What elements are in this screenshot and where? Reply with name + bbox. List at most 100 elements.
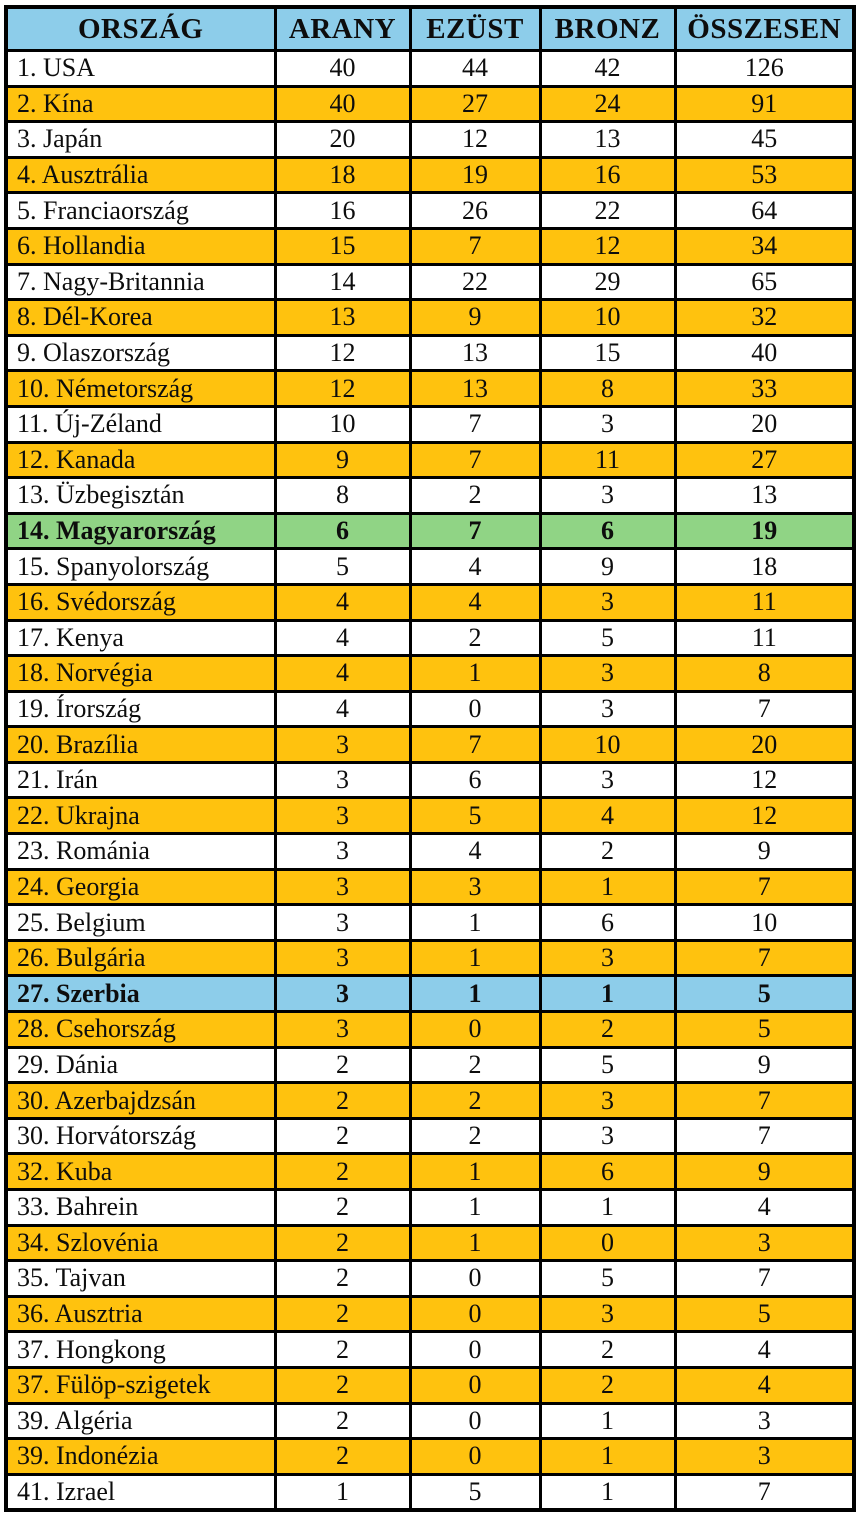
gold-cell: 3 xyxy=(273,974,412,1014)
country-cell: 5. Franciaország xyxy=(4,191,277,230)
bronze-cell: 2 xyxy=(538,1330,677,1369)
column-header-total: ÖSSZESEN xyxy=(673,5,856,52)
bronze-cell: 3 xyxy=(538,1294,677,1334)
bronze-cell: 6 xyxy=(538,511,677,551)
total-cell: 19 xyxy=(673,511,856,551)
table-row: 7. Nagy-Britannia 14 22 29 65 xyxy=(4,262,856,302)
silver-cell: 0 xyxy=(408,1437,542,1476)
table-row: 30. Azerbajdzsán 2 2 3 7 xyxy=(4,1081,856,1120)
country-cell: 16. Svédország xyxy=(4,582,277,622)
gold-cell: 1 xyxy=(273,1472,412,1512)
gold-cell: 3 xyxy=(273,938,412,978)
table-row: 17. Kenya 4 2 5 11 xyxy=(4,618,856,658)
table-row: 2. Kína 40 27 24 91 xyxy=(4,84,856,124)
table-row: 16. Svédország 4 4 3 11 xyxy=(4,582,856,622)
table-row: 37. Fülöp-szigetek 2 0 2 4 xyxy=(4,1365,856,1405)
total-cell: 7 xyxy=(673,1081,856,1120)
country-cell: 36. Ausztria xyxy=(4,1294,277,1334)
bronze-cell: 3 xyxy=(538,404,677,444)
table-row: 35. Tajvan 2 0 5 7 xyxy=(4,1259,856,1298)
country-cell: 2. Kína xyxy=(4,84,277,124)
total-cell: 9 xyxy=(673,1152,856,1191)
country-cell: 10. Németország xyxy=(4,369,277,408)
country-cell: 17. Kenya xyxy=(4,618,277,658)
country-cell: 24. Georgia xyxy=(4,867,277,907)
gold-cell: 2 xyxy=(273,1401,412,1441)
total-cell: 3 xyxy=(673,1401,856,1441)
bronze-cell: 1 xyxy=(538,974,677,1014)
bronze-cell: 3 xyxy=(538,1116,677,1156)
table-row: 32. Kuba 2 1 6 9 xyxy=(4,1152,856,1191)
silver-cell: 0 xyxy=(408,1330,542,1369)
column-header-country: ORSZÁG xyxy=(4,5,277,52)
silver-cell: 1 xyxy=(408,974,542,1014)
silver-cell: 6 xyxy=(408,760,542,800)
gold-cell: 40 xyxy=(273,84,412,124)
silver-cell: 1 xyxy=(408,1152,542,1191)
total-cell: 3 xyxy=(673,1437,856,1476)
table-row: 8. Dél-Korea 13 9 10 32 xyxy=(4,298,856,337)
silver-cell: 7 xyxy=(408,404,542,444)
country-cell: 22. Ukrajna xyxy=(4,796,277,836)
bronze-cell: 1 xyxy=(538,1401,677,1441)
country-cell: 20. Brazília xyxy=(4,725,277,764)
country-cell: 3. Japán xyxy=(4,120,277,159)
silver-cell: 7 xyxy=(408,440,542,480)
country-cell: 37. Fülöp-szigetek xyxy=(4,1365,277,1405)
bronze-cell: 3 xyxy=(538,582,677,622)
total-cell: 65 xyxy=(673,262,856,302)
country-cell: 39. Indonézia xyxy=(4,1437,277,1476)
gold-cell: 4 xyxy=(273,654,412,693)
country-cell: 4. Ausztrália xyxy=(4,155,277,195)
country-cell: 15. Spanyolország xyxy=(4,547,277,586)
silver-cell: 9 xyxy=(408,298,542,337)
bronze-cell: 24 xyxy=(538,84,677,124)
silver-cell: 1 xyxy=(408,1188,542,1227)
total-cell: 27 xyxy=(673,440,856,480)
silver-cell: 1 xyxy=(408,903,542,942)
total-cell: 53 xyxy=(673,155,856,195)
gold-cell: 16 xyxy=(273,191,412,230)
bronze-cell: 8 xyxy=(538,369,677,408)
silver-cell: 2 xyxy=(408,476,542,515)
silver-cell: 0 xyxy=(408,689,542,729)
bronze-cell: 10 xyxy=(538,298,677,337)
silver-cell: 0 xyxy=(408,1010,542,1049)
table-row: 24. Georgia 3 3 1 7 xyxy=(4,867,856,907)
gold-cell: 2 xyxy=(273,1045,412,1085)
gold-cell: 2 xyxy=(273,1188,412,1227)
table-row: 36. Ausztria 2 0 3 5 xyxy=(4,1294,856,1334)
country-cell: 11. Új-Zéland xyxy=(4,404,277,444)
total-cell: 91 xyxy=(673,84,856,124)
gold-cell: 4 xyxy=(273,689,412,729)
gold-cell: 18 xyxy=(273,155,412,195)
table-row: 29. Dánia 2 2 5 9 xyxy=(4,1045,856,1085)
silver-cell: 2 xyxy=(408,1045,542,1085)
country-cell: 34. Szlovénia xyxy=(4,1223,277,1263)
table-row: 3. Japán 20 12 13 45 xyxy=(4,120,856,159)
bronze-cell: 1 xyxy=(538,1437,677,1476)
country-cell: 39. Algéria xyxy=(4,1401,277,1441)
country-cell: 33. Bahrein xyxy=(4,1188,277,1227)
country-cell: 37. Hongkong xyxy=(4,1330,277,1369)
table-row: 39. Indonézia 2 0 1 3 xyxy=(4,1437,856,1476)
table-row: 20. Brazília 3 7 10 20 xyxy=(4,725,856,764)
table-body: 1. USA 40 44 42 126 2. Kína 40 27 24 91 3. Japán 20… xyxy=(4,49,856,1512)
table-row: 14. Magyarország 6 7 6 19 xyxy=(4,511,856,551)
total-cell: 20 xyxy=(673,404,856,444)
table-row: 1. USA 40 44 42 126 xyxy=(4,49,856,88)
table-row: 6. Hollandia 15 7 12 34 xyxy=(4,226,856,266)
bronze-cell: 15 xyxy=(538,333,677,373)
silver-cell: 13 xyxy=(408,333,542,373)
country-cell: 1. USA xyxy=(4,49,277,88)
total-cell: 7 xyxy=(673,938,856,978)
gold-cell: 13 xyxy=(273,298,412,337)
silver-cell: 4 xyxy=(408,582,542,622)
medal-table-header: ORSZÁG ARANY EZÜST BRONZ ÖSSZESEN xyxy=(4,5,856,52)
country-cell: 26. Bulgária xyxy=(4,938,277,978)
gold-cell: 2 xyxy=(273,1330,412,1369)
table-row: 28. Csehország 3 0 2 5 xyxy=(4,1010,856,1049)
bronze-cell: 29 xyxy=(538,262,677,302)
table-row: 22. Ukrajna 3 5 4 12 xyxy=(4,796,856,836)
country-cell: 30. Azerbajdzsán xyxy=(4,1081,277,1120)
